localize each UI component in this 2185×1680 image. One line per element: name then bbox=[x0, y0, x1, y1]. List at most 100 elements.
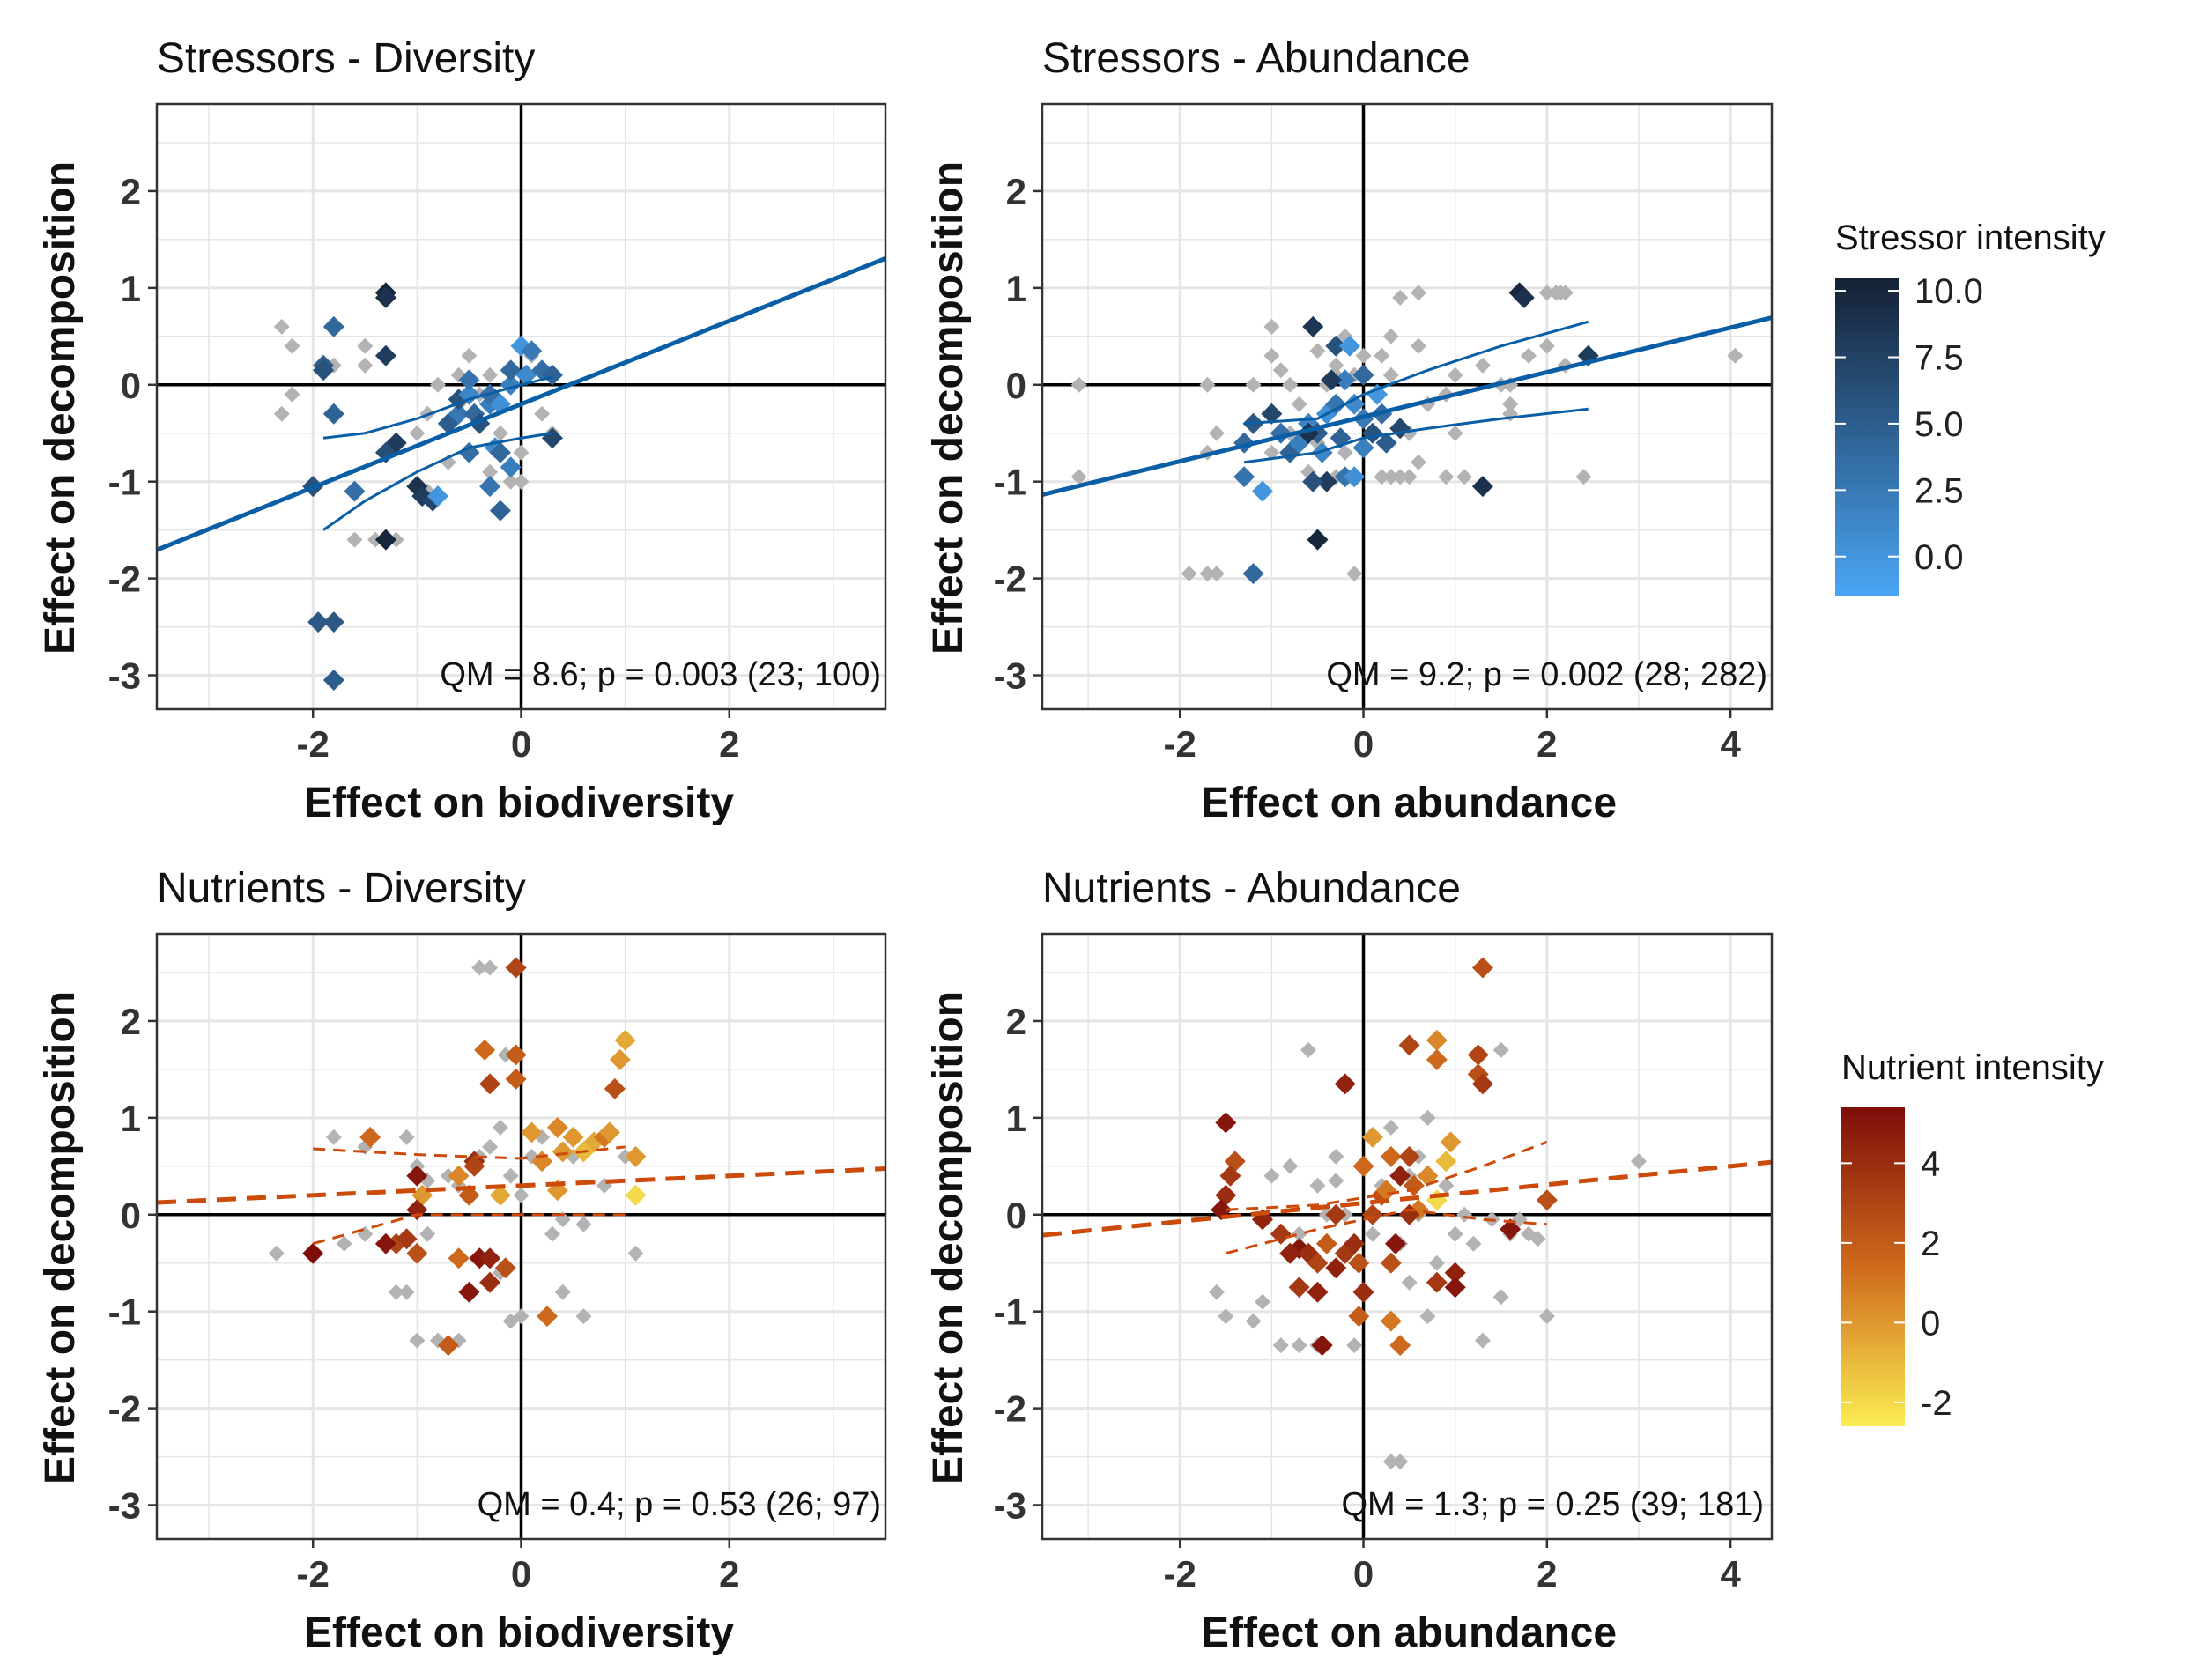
data-point bbox=[322, 670, 344, 692]
y-tick-label: -3 bbox=[108, 1485, 141, 1527]
grey-point bbox=[1181, 566, 1197, 582]
data-point bbox=[505, 1044, 527, 1066]
grey-point bbox=[1263, 318, 1280, 335]
plot-area: -2 0 2 4 2 1 0 -1 -2 -3 bbox=[994, 102, 1774, 765]
grey-point bbox=[1070, 376, 1087, 393]
grey-point bbox=[513, 444, 530, 461]
data-point bbox=[1389, 1165, 1411, 1187]
data-point bbox=[1242, 563, 1264, 585]
data-point bbox=[562, 1126, 584, 1148]
grey-point bbox=[513, 1308, 530, 1325]
data-point bbox=[1321, 369, 1343, 391]
colorbar-gradient bbox=[1835, 278, 1899, 596]
grey-point bbox=[1411, 285, 1427, 301]
grey-point bbox=[409, 1332, 426, 1349]
grey-point bbox=[1374, 347, 1390, 364]
stat-label: QM = 8.6; p = 0.003 (23; 100) bbox=[440, 656, 881, 693]
grey-point bbox=[1245, 1313, 1262, 1329]
grey-point bbox=[1346, 1337, 1363, 1354]
legend-colorbar: 10.0 7.5 5.0 2.5 0.0 bbox=[1835, 272, 1983, 596]
legend-title: Stressor intensity bbox=[1835, 218, 2106, 257]
grey-point bbox=[513, 473, 530, 490]
grey-point bbox=[1511, 1211, 1528, 1228]
data-point bbox=[322, 611, 344, 633]
data-point bbox=[479, 1247, 501, 1269]
data-point bbox=[426, 485, 448, 507]
data-point bbox=[1389, 1335, 1411, 1357]
data-point bbox=[1261, 403, 1283, 425]
grey-point bbox=[284, 337, 300, 354]
data-point bbox=[1471, 476, 1493, 498]
data-point bbox=[1467, 1044, 1489, 1066]
data-point bbox=[1471, 1073, 1493, 1095]
grey-point bbox=[1419, 1109, 1436, 1126]
data-point bbox=[1288, 1277, 1310, 1299]
grey-point bbox=[1392, 1454, 1409, 1470]
grey-point bbox=[1291, 1225, 1307, 1242]
grey-point bbox=[1374, 469, 1390, 485]
data-point bbox=[489, 500, 511, 522]
y-tick-label: -2 bbox=[994, 559, 1026, 600]
y-tick-label: 1 bbox=[1006, 1098, 1026, 1139]
data-point bbox=[500, 456, 522, 478]
data-point bbox=[1352, 1155, 1374, 1177]
colorbar-label: 10.0 bbox=[1915, 272, 1983, 311]
stat-label: QM = 9.2; p = 0.002 (28; 282) bbox=[1326, 656, 1767, 693]
ci-upper-line bbox=[1226, 1140, 1548, 1211]
grey-point bbox=[1208, 425, 1225, 441]
data-point bbox=[1375, 1180, 1397, 1202]
x-axis-title: Effect on abundance bbox=[1201, 1610, 1617, 1656]
data-point bbox=[1344, 393, 1366, 415]
data-point bbox=[1513, 286, 1535, 308]
grey-point bbox=[575, 1216, 592, 1232]
data-point bbox=[1361, 1126, 1383, 1148]
grey-point bbox=[1346, 566, 1363, 582]
grey-point bbox=[1474, 357, 1491, 374]
grey-point bbox=[1557, 285, 1574, 301]
panel-border bbox=[1041, 102, 1774, 711]
y-tick-label: -1 bbox=[994, 462, 1026, 503]
data-point bbox=[448, 1165, 470, 1187]
fit-line bbox=[157, 1166, 885, 1205]
x-tick-label: 4 bbox=[1720, 1553, 1741, 1595]
data-point bbox=[1302, 315, 1324, 337]
y-tick-label: 2 bbox=[121, 1001, 141, 1042]
data-point bbox=[374, 344, 396, 366]
data-point bbox=[489, 441, 511, 463]
y-axis-title: Effect on decomposition bbox=[925, 161, 972, 655]
x-axis-title: Effect on biodiversity bbox=[304, 780, 734, 826]
data-point bbox=[1215, 1112, 1237, 1134]
data-point bbox=[625, 1184, 647, 1206]
plot-marks bbox=[1042, 282, 1772, 585]
grey-point bbox=[357, 337, 374, 354]
x-tick-label: 4 bbox=[1720, 723, 1741, 765]
data-point bbox=[1325, 335, 1347, 357]
grey-point bbox=[627, 1245, 644, 1262]
data-point bbox=[489, 1184, 511, 1206]
data-point bbox=[302, 1242, 324, 1264]
data-point bbox=[598, 1121, 620, 1143]
data-point bbox=[541, 364, 563, 386]
data-point bbox=[1348, 1252, 1370, 1274]
grey-point bbox=[273, 405, 290, 422]
grey-point bbox=[1382, 1119, 1399, 1136]
grey-point bbox=[409, 425, 426, 441]
data-point bbox=[448, 403, 470, 425]
grey-point bbox=[1401, 469, 1418, 485]
grey-point bbox=[1382, 328, 1399, 344]
y-tick-label: -3 bbox=[994, 655, 1026, 697]
data-point bbox=[1311, 1335, 1333, 1357]
grey-point bbox=[1401, 1274, 1418, 1291]
data-point bbox=[1380, 1310, 1402, 1332]
data-point bbox=[1344, 1232, 1366, 1254]
grey-point bbox=[1272, 362, 1289, 379]
grey-point bbox=[534, 405, 551, 422]
grey-point bbox=[1208, 1284, 1225, 1300]
ci-upper-line bbox=[313, 1145, 626, 1160]
data-point bbox=[1426, 1271, 1448, 1293]
y-tick-label: 1 bbox=[121, 268, 141, 309]
data-point bbox=[396, 1228, 418, 1250]
plot-marks bbox=[157, 957, 885, 1357]
data-point bbox=[521, 1121, 543, 1143]
grey-point bbox=[1282, 376, 1299, 393]
